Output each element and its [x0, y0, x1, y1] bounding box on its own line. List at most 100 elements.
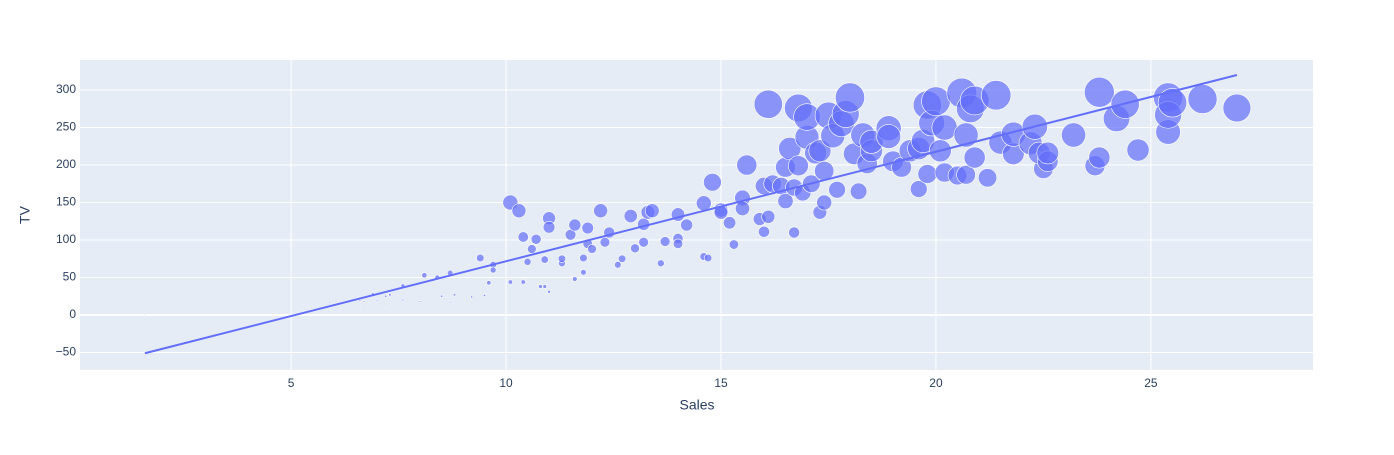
bubble — [1126, 138, 1150, 162]
bubble — [953, 122, 979, 148]
bubble — [507, 279, 513, 285]
bubble — [527, 244, 537, 254]
bubble — [981, 80, 1012, 111]
y-tick-label: 300 — [56, 82, 76, 96]
y-tick-label: 0 — [69, 307, 76, 321]
bubble — [835, 82, 865, 113]
bubble — [788, 155, 809, 177]
bubble — [963, 146, 986, 169]
bubble — [917, 164, 938, 184]
bubble — [572, 276, 578, 282]
bubble — [530, 233, 542, 245]
bubble — [777, 193, 794, 209]
bubble — [630, 243, 640, 254]
bubble — [828, 181, 846, 199]
bubble — [1036, 141, 1059, 165]
bubble — [931, 114, 958, 141]
bubble — [816, 194, 833, 211]
bubble — [618, 254, 627, 263]
bubble — [703, 253, 713, 263]
bubble — [482, 293, 487, 298]
bubble — [358, 308, 361, 310]
bubble — [849, 182, 868, 200]
bubble — [362, 300, 366, 303]
bubble — [728, 239, 739, 250]
y-tick-label: 100 — [56, 232, 76, 246]
bubble — [581, 221, 594, 235]
bubble — [788, 226, 800, 239]
bubble — [315, 304, 318, 307]
bubble — [672, 238, 684, 249]
bubble — [1222, 93, 1252, 123]
bubble — [439, 294, 444, 298]
bubble — [623, 209, 638, 223]
bubble — [580, 269, 587, 276]
bubble — [384, 307, 387, 310]
bubble — [579, 253, 588, 263]
bubble — [538, 284, 543, 289]
bubble — [638, 237, 649, 248]
bubble — [876, 124, 901, 149]
y-tick-label: 50 — [63, 270, 77, 284]
bubble — [1061, 122, 1086, 148]
bubble — [540, 255, 549, 264]
y-tick-label: 250 — [56, 120, 76, 134]
bubble — [1187, 84, 1218, 114]
bubble — [758, 225, 770, 238]
bubble — [470, 295, 474, 299]
bubble — [921, 86, 951, 116]
bubble — [303, 304, 305, 307]
bubble — [761, 209, 776, 224]
bubble — [909, 180, 928, 198]
bubble — [520, 279, 526, 285]
bubble — [511, 203, 527, 219]
bubble — [489, 266, 497, 274]
x-tick-label: 5 — [288, 376, 295, 390]
x-tick-label: 10 — [499, 376, 513, 390]
y-tick-label: −50 — [56, 345, 77, 359]
bubble — [614, 261, 622, 269]
bubble — [384, 294, 388, 298]
bubble — [736, 154, 758, 176]
bubble — [778, 136, 802, 161]
bubble — [388, 293, 392, 297]
bubble — [557, 254, 567, 263]
bubble — [421, 272, 428, 279]
bubble — [978, 168, 998, 188]
bubble — [281, 307, 284, 310]
y-tick-label: 200 — [56, 157, 76, 171]
bubble — [680, 218, 693, 232]
bubble — [599, 237, 611, 248]
bubble — [753, 89, 783, 119]
x-tick-label: 25 — [1144, 376, 1158, 390]
bubble — [568, 218, 582, 232]
bubble — [476, 253, 485, 263]
bubble — [735, 201, 750, 216]
bubble — [144, 313, 146, 316]
bubble — [547, 289, 551, 294]
y-axis-label: TV — [17, 205, 33, 224]
bubble — [212, 311, 215, 313]
bubble — [590, 301, 594, 304]
y-tick-label: 150 — [56, 195, 76, 209]
bubble — [723, 216, 737, 230]
bubble — [542, 221, 556, 234]
bubble — [593, 203, 608, 219]
bubble — [703, 173, 722, 192]
bubble — [657, 259, 665, 268]
bubble — [401, 298, 405, 302]
bubble — [1084, 76, 1115, 108]
x-tick-label: 20 — [929, 376, 943, 390]
trendline — [144, 74, 1238, 355]
bubble — [448, 301, 452, 304]
bubble — [542, 284, 547, 289]
bubble — [418, 300, 422, 303]
bubble — [486, 280, 492, 286]
bubble — [956, 165, 976, 185]
bubble — [644, 203, 660, 219]
bubble — [523, 257, 532, 266]
bubble — [1088, 146, 1111, 169]
bubble — [1157, 88, 1188, 118]
bubble — [328, 301, 331, 304]
